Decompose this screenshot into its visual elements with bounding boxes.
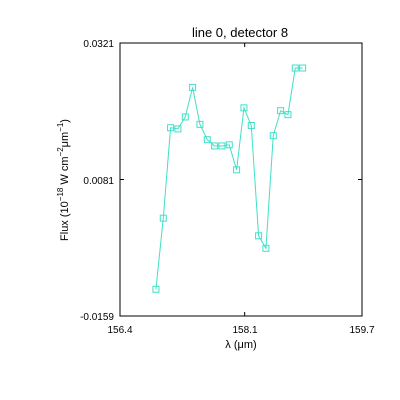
data-point xyxy=(255,232,263,240)
y-axis-label: Flux (10−18 W cm−2μm−1) xyxy=(56,119,71,241)
data-point xyxy=(218,142,226,150)
ticks xyxy=(119,42,363,317)
y-axis-label-exp-1: −18 xyxy=(56,187,65,201)
marker-group xyxy=(152,64,307,293)
data-point xyxy=(269,132,277,140)
data-point xyxy=(299,64,307,72)
y-axis-label-micron: μm xyxy=(59,132,71,148)
x-tick-label-min: 156.4 xyxy=(107,325,132,336)
y-axis-label-suffix: ) xyxy=(59,119,71,123)
x-axis-label: λ (μm) xyxy=(225,339,256,351)
x-tick-label-max: 159.7 xyxy=(349,325,374,336)
y-axis-label-units: W cm xyxy=(59,156,71,187)
data-point xyxy=(284,111,292,119)
data-point xyxy=(291,64,299,72)
data-point xyxy=(247,121,255,129)
y-axis-label-exp-2: −2 xyxy=(56,147,65,157)
data-point xyxy=(277,107,285,115)
series-line-0 xyxy=(155,67,303,290)
data-point xyxy=(196,120,204,128)
data-point xyxy=(189,83,197,91)
data-point xyxy=(203,136,211,144)
chart-title: line 0, detector 8 xyxy=(192,25,288,40)
data-point xyxy=(152,285,160,293)
data-point xyxy=(233,166,241,174)
data-point xyxy=(211,142,219,150)
series-line-group xyxy=(155,67,303,290)
data-point xyxy=(181,113,189,121)
data-point xyxy=(174,125,182,133)
data-point xyxy=(167,124,175,132)
data-point xyxy=(240,104,248,112)
y-tick-label-mid: 0.0081 xyxy=(83,176,114,187)
y-tick-label-max: 0.0321 xyxy=(83,39,114,50)
data-point xyxy=(262,244,270,252)
plot-frame xyxy=(119,42,363,317)
x-tick-label-mid: 158.1 xyxy=(232,325,257,336)
y-tick-label-min: -0.0159 xyxy=(80,312,114,323)
y-axis-label-prefix: Flux (10 xyxy=(59,201,71,241)
y-axis-label-exp-3: −1 xyxy=(56,122,65,132)
data-point xyxy=(225,141,233,149)
data-point xyxy=(159,214,167,222)
